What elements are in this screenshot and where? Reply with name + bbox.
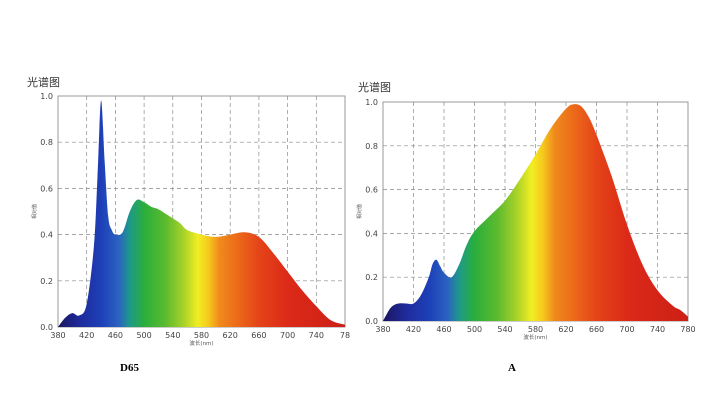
x-tick-label: 700 [280,331,295,340]
x-tick-label: 580 [194,331,209,340]
x-tick-label: 740 [650,325,665,334]
y-axis-label: 相对值 [356,204,363,219]
y-tick-label: 0.2 [365,273,378,282]
x-tick-label: 740 [309,331,324,340]
x-tick-label: 420 [406,325,421,334]
y-tick-label: 0.6 [40,184,53,193]
y-tick-label: 0.6 [365,186,378,195]
x-tick-label: 580 [528,325,543,334]
y-tick-label: 0.4 [365,229,378,238]
x-tick-label: 700 [619,325,634,334]
x-tick-label: 420 [79,331,94,340]
panel-d65: 光谱图 380 420 460 500 540 580 620 660 700 740 78 0.0 0.… [27,75,350,347]
panel-a: 光谱图 380 420 460 500 540 580 620 660 700 740 780 0.0 0… [356,80,696,341]
x-axis-label: 波长(nm) [189,339,213,347]
x-tick-label: 460 [108,331,123,340]
y-tick-label: 0.0 [365,317,378,326]
x-tick-label: 380 [50,331,65,340]
caption-a: A [508,362,516,374]
x-tick-label: 78 [340,331,350,340]
spectrum-area [58,100,345,328]
caption-d65: D65 [120,362,139,374]
x-tick-label: 380 [375,325,390,334]
y-tick-label: 0.4 [40,231,53,240]
x-tick-label: 660 [251,331,266,340]
x-axis-label: 波长(nm) [523,333,547,341]
x-tick-label: 620 [558,325,573,334]
x-tick-label: 660 [589,325,604,334]
y-tick-label: 0.0 [40,323,53,332]
spectrum-area [383,104,688,321]
x-tick-label: 460 [436,325,451,334]
y-tick-label: 1.0 [365,98,378,107]
x-tick-label: 500 [136,331,151,340]
y-tick-label: 1.0 [40,92,53,101]
x-tick-label: 540 [497,325,512,334]
x-tick-label: 620 [223,331,238,340]
y-tick-label: 0.8 [365,142,378,151]
x-tick-label: 780 [680,325,695,334]
panel-title: 光谱图 [358,80,391,94]
y-tick-label: 0.2 [40,277,53,286]
y-axis-label: 相对值 [31,204,38,219]
panel-title: 光谱图 [27,75,60,89]
x-tick-label: 540 [165,331,180,340]
y-tick-label: 0.8 [40,138,53,147]
x-tick-label: 500 [467,325,482,334]
